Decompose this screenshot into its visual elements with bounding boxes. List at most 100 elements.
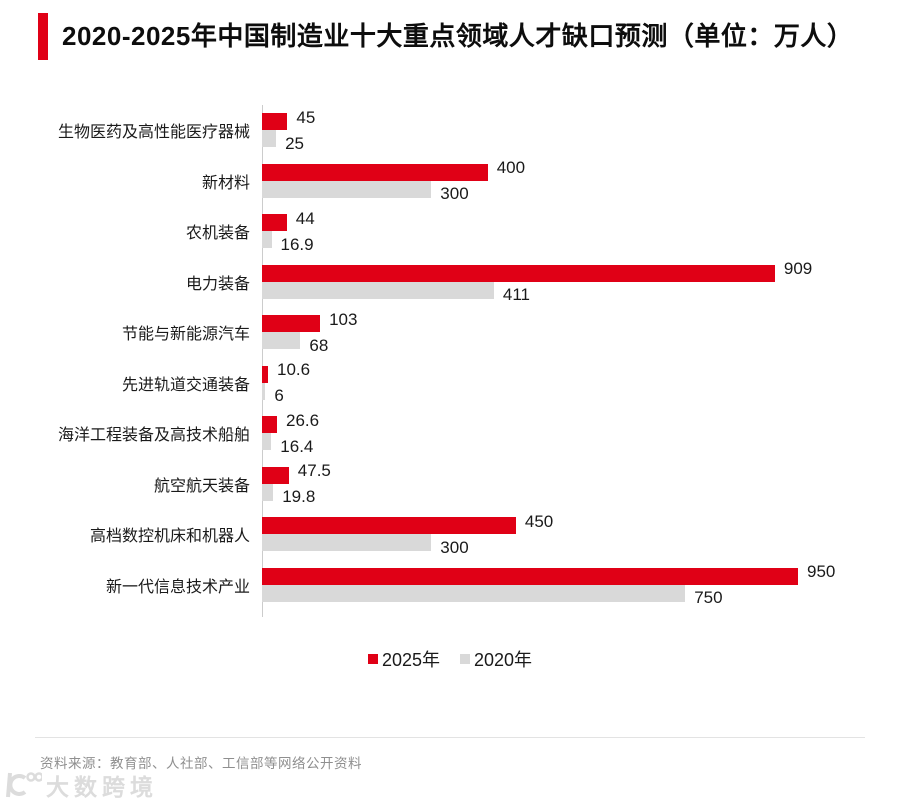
value-label: 68 (309, 335, 329, 355)
bar-line-2025年: 103 (262, 310, 900, 333)
bar-2025年 (262, 517, 516, 535)
bar-2025年 (262, 264, 775, 282)
legend-item-2025: 2025年 (367, 646, 440, 672)
value-label: 47.5 (297, 461, 331, 481)
category-label: 先进轨道交通装备 (121, 376, 250, 394)
legend-swatch-2020-icon (460, 654, 470, 664)
bar-line-2025年: 10.6 (262, 360, 900, 383)
value-label: 16.9 (280, 234, 314, 254)
category-label: 农机装备 (185, 225, 250, 243)
bar-2020年 (262, 382, 266, 400)
bar-2020年 (262, 332, 301, 350)
legend-swatch-2025-icon (367, 654, 378, 664)
bar-group: 45 25 (262, 108, 900, 153)
bar-line-2025年: 44 (262, 209, 900, 232)
bar-group: 950 750 (262, 562, 900, 607)
value-label: 411 (502, 285, 530, 305)
chart-row: 高档数控机床和机器人 450 300 (0, 509, 900, 560)
bar-chart: 生物医药及高性能医疗器械 45 25 新材料 400 300 农机装备 44 16.9 电力装备 9… (0, 105, 900, 610)
value-label: 909 (783, 259, 813, 279)
bar-line-2020年: 25 (262, 130, 900, 153)
value-label: 26.6 (286, 410, 320, 430)
category-label: 新材料 (201, 174, 250, 192)
bar-group: 400 300 (262, 158, 900, 203)
value-label: 25 (285, 133, 305, 153)
title-block: 2020-2025年中国制造业十大重点领域人才缺口预测（单位：万人） (38, 13, 853, 60)
bar-2025年 (262, 163, 488, 181)
bar-line-2025年: 950 (262, 562, 900, 585)
value-label: 750 (694, 588, 723, 608)
bar-group: 26.6 16.4 (262, 411, 900, 456)
bar-line-2020年: 300 (262, 180, 900, 203)
chart-row: 先进轨道交通装备 10.6 6 (0, 358, 900, 409)
bar-line-2020年: 300 (262, 534, 900, 557)
bar-2020年 (262, 483, 274, 501)
value-label: 300 (440, 537, 469, 557)
bar-line-2020年: 411 (262, 281, 900, 304)
chart-row: 农机装备 44 16.9 (0, 206, 900, 257)
bar-group: 450 300 (262, 512, 900, 557)
value-label: 6 (274, 386, 284, 406)
watermark: 大数跨境 (4, 768, 158, 802)
watermark-text: 大数跨境 (46, 774, 158, 800)
bar-group: 47.5 19.8 (262, 461, 900, 506)
value-label: 300 (440, 184, 469, 204)
value-label: 45 (296, 107, 316, 127)
value-label: 400 (496, 158, 526, 178)
bar-line-2020年: 19.8 (262, 483, 900, 506)
value-label: 10.6 (277, 360, 311, 380)
bar-2020年 (262, 534, 432, 552)
bar-line-2025年: 26.6 (262, 411, 900, 434)
value-label: 16.4 (280, 436, 314, 456)
bar-2020年 (262, 584, 686, 602)
source-note: 资料来源：教育部、人社部、工信部等网络公开资料 (40, 756, 362, 771)
bar-2025年 (262, 416, 277, 434)
category-label: 生物医药及高性能医疗器械 (57, 124, 250, 142)
bar-2025年 (262, 466, 289, 484)
category-label: 高档数控机床和机器人 (89, 528, 250, 546)
chart-row: 节能与新能源汽车 103 68 (0, 307, 900, 358)
chart-row: 新材料 400 300 (0, 156, 900, 207)
chart-title: 2020-2025年中国制造业十大重点领域人才缺口预测（单位：万人） (62, 21, 854, 51)
category-label: 新一代信息技术产业 (105, 578, 250, 596)
category-label: 节能与新能源汽车 (121, 326, 250, 344)
bar-line-2025年: 909 (262, 259, 900, 282)
value-label: 103 (329, 309, 358, 329)
chart-row: 航空航天装备 47.5 19.8 (0, 459, 900, 510)
chart-row: 生物医药及高性能医疗器械 45 25 (0, 105, 900, 156)
bar-2025年 (262, 365, 268, 383)
bar-line-2020年: 68 (262, 332, 900, 355)
bar-2020年 (262, 231, 272, 249)
watermark-logo-icon (6, 772, 42, 798)
bar-group: 103 68 (262, 310, 900, 355)
bar-line-2025年: 47.5 (262, 461, 900, 484)
bar-group: 44 16.9 (262, 209, 900, 254)
legend-label-2025: 2025年 (381, 650, 440, 670)
value-label: 19.8 (282, 487, 316, 507)
bar-2020年 (262, 433, 272, 451)
legend-label-2020: 2020年 (474, 650, 533, 670)
value-label: 950 (807, 562, 836, 582)
bar-line-2025年: 450 (262, 512, 900, 535)
bar-line-2020年: 16.9 (262, 231, 900, 254)
bar-line-2025年: 45 (262, 108, 900, 131)
chart-row: 海洋工程装备及高技术船舶 26.6 16.4 (0, 408, 900, 459)
value-label: 450 (524, 511, 554, 531)
category-label: 海洋工程装备及高技术船舶 (57, 427, 250, 445)
bar-2025年 (262, 214, 287, 232)
title-accent-bar (38, 13, 48, 60)
bar-line-2020年: 6 (262, 382, 900, 405)
value-label: 44 (295, 208, 315, 228)
bar-group: 10.6 6 (262, 360, 900, 405)
bar-2025年 (262, 113, 288, 131)
chart-row: 电力装备 909 411 (0, 257, 900, 308)
bar-line-2020年: 16.4 (262, 433, 900, 456)
legend-item-2020: 2020年 (460, 646, 532, 672)
category-label: 电力装备 (185, 275, 250, 293)
bar-2025年 (262, 567, 798, 585)
y-axis-line (262, 105, 263, 617)
bar-group: 909 411 (262, 259, 900, 304)
bar-2020年 (262, 180, 432, 198)
bar-2020年 (262, 281, 494, 299)
